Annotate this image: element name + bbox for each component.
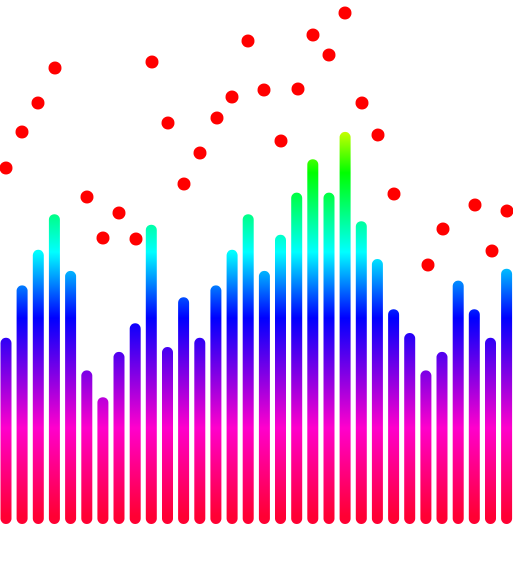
- spectrum-bar: [468, 309, 480, 524]
- spectrum-bar: [178, 297, 190, 524]
- peak-dot: [161, 116, 175, 130]
- peak-dot: [371, 128, 385, 142]
- spectrum-bar: [65, 270, 77, 524]
- spectrum-bars: [0, 131, 513, 525]
- spectrum-bar: [242, 214, 254, 524]
- spectrum-bar: [307, 159, 319, 524]
- peak-dot: [241, 34, 255, 48]
- spectrum-bar: [129, 323, 141, 524]
- peak-dot: [355, 96, 369, 110]
- spectrum-bar: [323, 192, 335, 524]
- peak-dot: [48, 61, 62, 75]
- peak-dot: [274, 134, 288, 148]
- peak-dot: [306, 28, 320, 42]
- spectrum-bar: [145, 224, 157, 524]
- spectrum-bar: [194, 337, 206, 524]
- peak-dot: [210, 111, 224, 125]
- spectrum-bar: [113, 351, 125, 524]
- peak-dot: [129, 232, 143, 246]
- peak-dots: [0, 6, 513, 272]
- peak-dot: [112, 206, 126, 220]
- peak-dot: [291, 82, 305, 96]
- peak-dot: [485, 244, 499, 258]
- spectrum-bar: [339, 131, 351, 524]
- spectrum-bar: [436, 351, 448, 524]
- peak-dot: [421, 258, 435, 272]
- peak-dot: [177, 177, 191, 191]
- peak-dot: [387, 187, 401, 201]
- peak-dot: [15, 125, 29, 139]
- peak-dot: [338, 6, 352, 20]
- peak-dot: [145, 55, 159, 69]
- spectrum-bar: [388, 309, 400, 524]
- spectrum-bar: [32, 249, 44, 525]
- spectrum-bar: [420, 370, 432, 524]
- spectrum-bar: [485, 337, 496, 524]
- peak-dot: [257, 83, 271, 97]
- spectrum-bar: [452, 280, 464, 524]
- spectrum-bar: [81, 370, 93, 524]
- spectrum-bar: [0, 337, 12, 524]
- spectrum-bar: [291, 192, 303, 524]
- peak-dot: [225, 90, 239, 104]
- spectrum-bar: [258, 270, 270, 524]
- peak-dot: [500, 204, 513, 218]
- peak-dot: [322, 48, 336, 62]
- peak-dot: [193, 146, 207, 160]
- spectrum-bar: [371, 259, 383, 524]
- spectrum-bar: [404, 333, 416, 524]
- spectrum-bar: [355, 221, 367, 524]
- spectrum-bar: [16, 285, 28, 524]
- spectrum-bar: [501, 268, 513, 524]
- peak-dot: [80, 190, 94, 204]
- spectrum-bar: [226, 249, 238, 525]
- peak-dot: [96, 231, 110, 245]
- peak-dot: [468, 198, 482, 212]
- spectrum-bar: [275, 234, 286, 525]
- spectrum-bar: [210, 285, 222, 524]
- spectrum-bar: [162, 347, 173, 524]
- peak-dot: [436, 222, 450, 236]
- spectrum-bar: [48, 214, 60, 524]
- peak-dot: [31, 96, 45, 110]
- peak-dot: [0, 161, 13, 175]
- spectrum-bar: [97, 397, 109, 524]
